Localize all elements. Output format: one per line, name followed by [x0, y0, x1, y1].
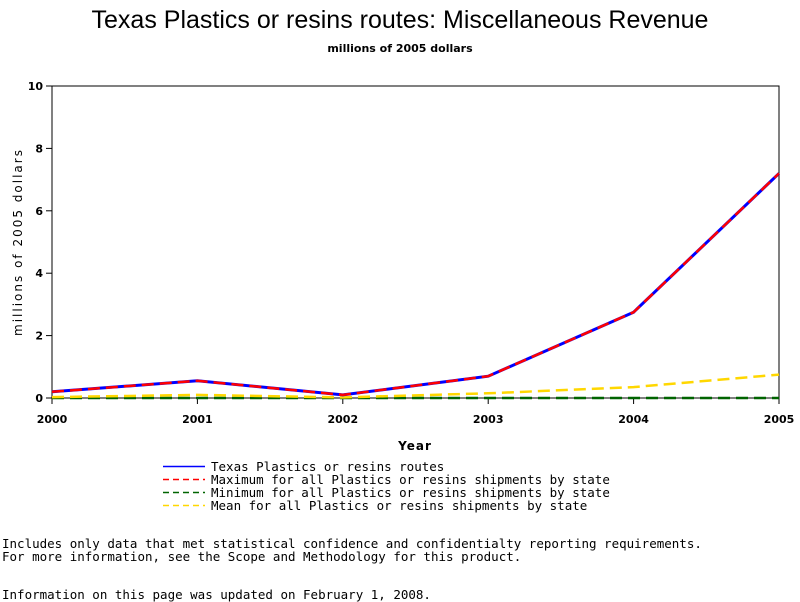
y-tick-label: 2 — [35, 330, 43, 343]
legend-label-minimum: Minimum for all Plastics or resins shipm… — [211, 485, 610, 500]
x-tick-label: 2000 — [37, 413, 68, 426]
legend-item-maximum: Maximum for all Plastics or resins shipm… — [163, 472, 610, 487]
chart-title: Texas Plastics or resins routes: Miscell… — [91, 6, 709, 34]
series-line-texas — [51, 172, 781, 397]
legend-item-texas: Texas Plastics or resins routes — [163, 459, 610, 474]
x-axis-label: Year — [397, 439, 432, 453]
x-tick-label: 2004 — [618, 413, 649, 426]
legend: Texas Plastics or resins routes Maximum … — [163, 459, 610, 513]
legend-item-minimum: Minimum for all Plastics or resins shipm… — [163, 485, 610, 500]
series-line-mean — [51, 373, 780, 399]
y-axis: 0 2 4 6 8 10 — [28, 80, 52, 405]
x-tick-label: 2005 — [764, 413, 795, 426]
series-line-maximum — [51, 172, 780, 397]
x-tick-label: 2001 — [182, 413, 213, 426]
x-tick-label: 2003 — [473, 413, 504, 426]
x-axis: 2000 2001 2002 2003 2004 2005 — [37, 398, 795, 426]
plot-frame — [51, 85, 780, 399]
legend-swatch-mean — [163, 504, 205, 507]
y-tick-label: 6 — [35, 205, 43, 218]
x-tick-label: 2002 — [327, 413, 358, 426]
y-tick-label: 4 — [35, 267, 43, 280]
footnote-methodology: For more information, see the Scope and … — [2, 549, 522, 564]
legend-swatch-minimum — [163, 491, 205, 494]
legend-item-mean: Mean for all Plastics or resins shipment… — [163, 498, 610, 513]
footnote-confidence: Includes only data that met statistical … — [2, 536, 702, 551]
chart-subtitle: millions of 2005 dollars — [327, 42, 473, 55]
series-layer — [51, 172, 781, 400]
legend-label-maximum: Maximum for all Plastics or resins shipm… — [211, 472, 610, 487]
y-tick-label: 8 — [35, 142, 43, 155]
legend-swatch-maximum — [163, 478, 205, 481]
line-chart: 0 2 4 6 8 10 2000 2001 2002 2003 2004 2005 Year mi… — [11, 80, 795, 453]
legend-swatch-texas — [163, 465, 205, 468]
footnote-updated: Information on this page was updated on … — [2, 587, 431, 602]
legend-label-texas: Texas Plastics or resins routes — [211, 459, 445, 474]
y-tick-label: 10 — [28, 80, 44, 93]
legend-label-mean: Mean for all Plastics or resins shipment… — [211, 498, 588, 513]
y-tick-label: 0 — [35, 392, 43, 405]
y-axis-label: millions of 2005 dollars — [11, 148, 25, 336]
